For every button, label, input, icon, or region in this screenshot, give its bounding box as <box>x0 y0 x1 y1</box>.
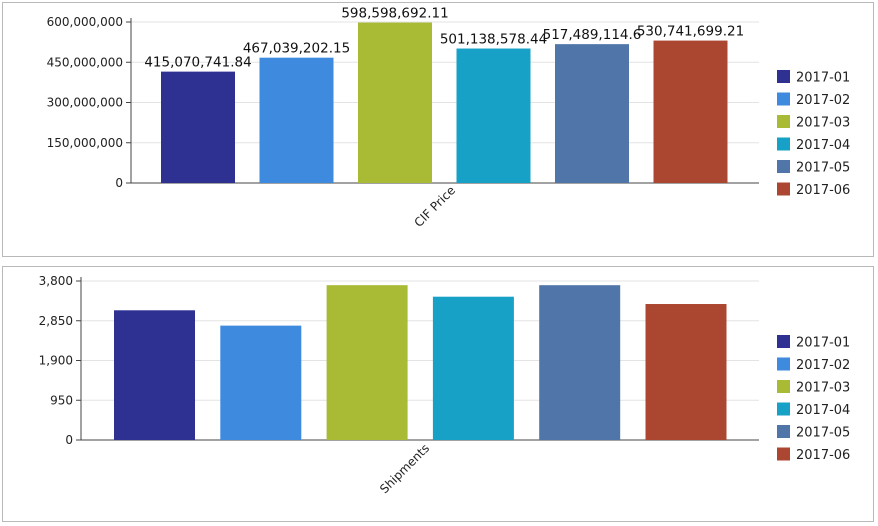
y-tick-label: 0 <box>115 176 123 190</box>
legend-label-2017-04: 2017-04 <box>796 403 850 418</box>
legend-label-2017-06: 2017-06 <box>796 183 850 198</box>
legend-label-2017-06: 2017-06 <box>796 448 850 463</box>
legend-swatch-2017-06 <box>777 182 790 196</box>
data-label-2017-06: 530,741,699.21 <box>637 24 744 40</box>
bar-2017-04 <box>432 296 514 440</box>
legend-swatch-2017-03 <box>777 115 790 128</box>
legend-swatch-2017-02 <box>777 357 790 371</box>
y-tick-label: 600,000,000 <box>47 15 123 29</box>
bar-2017-03 <box>358 22 432 183</box>
bar-2017-01 <box>114 310 195 440</box>
y-tick-label: 950 <box>50 393 73 407</box>
legend-label-2017-05: 2017-05 <box>796 426 850 441</box>
bar-2017-03 <box>326 285 408 440</box>
legend-swatch-2017-04 <box>777 137 790 151</box>
legend-swatch-2017-03 <box>777 380 790 393</box>
chart-panel-shipments: 0 950 1,900 2,850 3,800 Shipments 2017-01 2017-… <box>2 266 874 522</box>
bar-2017-04 <box>456 48 531 183</box>
legend-label-2017-01: 2017-01 <box>796 336 850 351</box>
data-label-2017-05: 517,489,114.6 <box>543 27 642 43</box>
bar-2017-06 <box>653 40 728 183</box>
bar-2017-01 <box>161 71 235 183</box>
y-tick-label: 3,800 <box>39 274 73 288</box>
legend-label-2017-04: 2017-04 <box>796 138 850 153</box>
legend-label-2017-03: 2017-03 <box>796 381 850 396</box>
y-tick-label: 300,000,000 <box>47 96 123 110</box>
bar-2017-05 <box>555 44 629 184</box>
y-tick-label: 1,900 <box>39 354 73 368</box>
legend-swatch-2017-05 <box>777 160 790 173</box>
bar-2017-06 <box>645 304 727 440</box>
bar-2017-02 <box>220 325 302 440</box>
chart-panel-cif-price: 0 150,000,000 300,000,000 450,000,000 600,00… <box>2 2 874 257</box>
legend-label-2017-01: 2017-01 <box>796 71 850 86</box>
legend-label-2017-05: 2017-05 <box>796 161 850 176</box>
y-tick-label: 0 <box>65 433 73 447</box>
data-label-2017-03: 598,598,692.11 <box>341 6 448 22</box>
shipments-chart: 0 950 1,900 2,850 3,800 Shipments 2017-01 2017-… <box>39 274 851 496</box>
cif-price-chart: 0 150,000,000 300,000,000 450,000,000 600,00… <box>47 6 851 230</box>
bar-2017-05 <box>539 285 621 440</box>
data-label-2017-01: 415,070,741.84 <box>144 55 251 71</box>
y-tick-label: 450,000,000 <box>47 55 123 69</box>
legend-label-2017-02: 2017-02 <box>796 93 850 108</box>
legend-swatch-2017-01 <box>777 70 790 83</box>
legend-swatch-2017-06 <box>777 447 790 461</box>
data-label-2017-04: 501,138,578.44 <box>440 32 547 48</box>
x-category-label: Shipments <box>377 441 432 496</box>
legend-label-2017-02: 2017-02 <box>796 358 850 373</box>
legend-swatch-2017-01 <box>777 335 790 348</box>
legend-label-2017-03: 2017-03 <box>796 116 850 131</box>
data-label-2017-02: 467,039,202.15 <box>243 41 350 57</box>
legend-swatch-2017-05 <box>777 425 790 438</box>
y-tick-label: 150,000,000 <box>47 136 123 150</box>
y-tick-label: 2,850 <box>39 314 73 328</box>
legend-swatch-2017-04 <box>777 402 790 416</box>
bar-2017-02 <box>259 57 334 184</box>
legend-swatch-2017-02 <box>777 92 790 106</box>
x-category-label: CIF Price <box>412 183 459 230</box>
